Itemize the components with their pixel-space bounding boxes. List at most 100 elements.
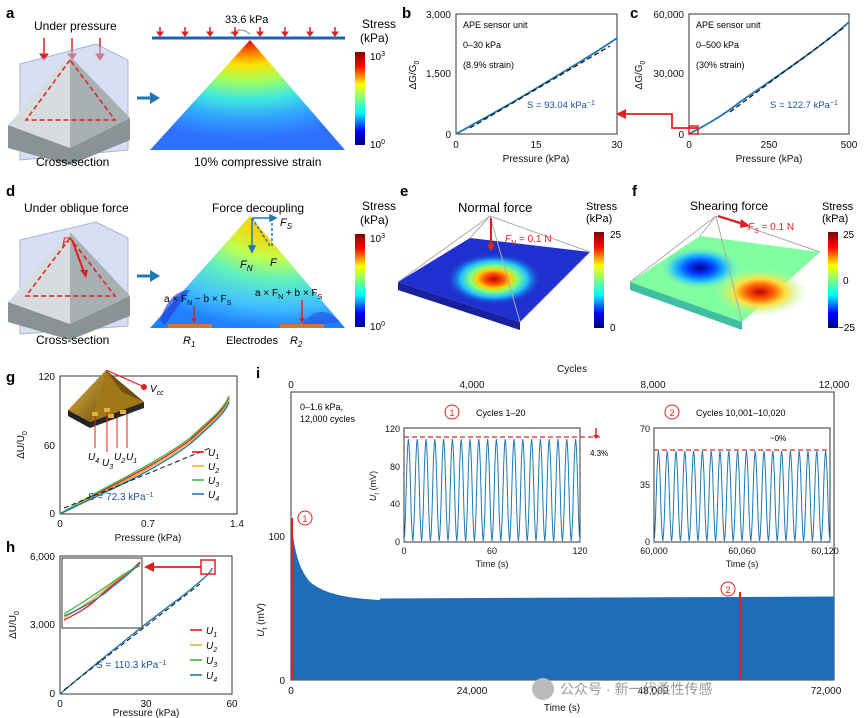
i-signal xyxy=(293,536,834,680)
svg-text:U2: U2 xyxy=(206,641,217,654)
arrows-a2 xyxy=(156,26,339,37)
i-info1: 0–1.6 kPa, xyxy=(300,402,343,412)
electrode-r2 xyxy=(280,324,324,328)
svg-text:U1: U1 xyxy=(208,448,219,461)
svg-text:4,000: 4,000 xyxy=(459,380,484,391)
svg-text:0: 0 xyxy=(288,380,294,391)
svg-text:0: 0 xyxy=(401,546,406,556)
panel-e-letter: e xyxy=(400,183,408,200)
blue-arrow-a xyxy=(137,92,160,104)
a-cb-top: 103 xyxy=(370,51,385,63)
stress-map-d xyxy=(150,216,345,328)
svg-text:35: 35 xyxy=(640,480,650,490)
panel-d-letter: d xyxy=(6,183,15,200)
svg-text:Time (s): Time (s) xyxy=(726,559,759,569)
svg-text:70: 70 xyxy=(640,424,650,434)
c-strain: (30% strain) xyxy=(696,60,745,70)
d-r2: R2 xyxy=(290,335,303,349)
zoom-link xyxy=(624,113,698,129)
i-cycles-label: Cycles xyxy=(557,364,587,375)
f-unit: (kPa) xyxy=(822,213,848,225)
svg-text:U1: U1 xyxy=(206,626,217,639)
svg-text:24,000: 24,000 xyxy=(457,686,488,697)
colorbar-a xyxy=(355,52,365,145)
h-slope: S = 110.3 kPa−1 xyxy=(96,660,166,671)
d-r1: R1 xyxy=(183,335,195,349)
g-chip xyxy=(68,369,147,452)
svg-text:Time (s): Time (s) xyxy=(476,559,509,569)
f-red-lobe xyxy=(714,268,806,316)
e-stress: Stress xyxy=(586,201,618,213)
f-title: Shearing force xyxy=(690,199,768,213)
a-stress-label: Stress xyxy=(362,17,396,31)
h-ylabel: ΔU/U0 xyxy=(8,611,21,639)
svg-text:120: 120 xyxy=(38,372,55,383)
svg-text:U4: U4 xyxy=(206,671,217,684)
svg-text:公众号 · 新一代柔性传感: 公众号 · 新一代柔性传感 xyxy=(560,681,712,697)
panel-i: i Cycles 0 4,000 8,000 12,000 1 2 0–1.6 … xyxy=(256,364,850,714)
svg-text:1,500: 1,500 xyxy=(426,69,451,80)
panel-b: b APE sensor unit 0–30 kPa (8.9% strain)… xyxy=(402,5,623,165)
svg-text:U3: U3 xyxy=(208,476,219,489)
d-unit-label: (kPa) xyxy=(360,213,389,227)
svg-text:~0%: ~0% xyxy=(770,434,786,443)
svg-text:0: 0 xyxy=(288,686,294,697)
colorbar-f xyxy=(828,232,838,328)
svg-text:2: 2 xyxy=(725,585,730,595)
svg-text:0: 0 xyxy=(843,276,849,287)
svg-text:12,000: 12,000 xyxy=(819,380,850,391)
svg-text:120: 120 xyxy=(572,546,587,556)
svg-text:250: 250 xyxy=(761,140,778,151)
d-stress-label: Stress xyxy=(362,199,396,213)
i-info2: 12,000 cycles xyxy=(300,414,356,424)
svg-text:3,000: 3,000 xyxy=(426,10,451,21)
c-slope: S = 122.7 kPa−1 xyxy=(770,100,838,111)
force-vectors-d xyxy=(247,213,278,254)
svg-text:15: 15 xyxy=(530,140,542,151)
i-ylabel: Ut (mV) xyxy=(256,603,269,637)
c-ylabel: ΔG/G0 xyxy=(634,60,647,89)
d-fs: FS xyxy=(280,217,293,231)
pyramid-d xyxy=(8,221,130,340)
c-range: 0–500 kPa xyxy=(696,40,739,50)
svg-text:6,000: 6,000 xyxy=(30,552,55,563)
svg-text:60,000: 60,000 xyxy=(640,546,668,556)
b-ylabel: ΔG/G0 xyxy=(408,60,421,89)
panel-g: g Vcc U4 U3 U2 U1 S = 72.3 kPa−1 U1 U xyxy=(6,369,244,544)
svg-text:500: 500 xyxy=(841,140,858,151)
svg-text:0: 0 xyxy=(57,699,63,710)
b-strain: (8.9% strain) xyxy=(463,60,514,70)
svg-text:2: 2 xyxy=(669,408,674,418)
svg-text:8,000: 8,000 xyxy=(640,380,665,391)
blue-arrow-d xyxy=(137,270,160,282)
panel-a-cross-section: Cross-section xyxy=(36,155,109,169)
e-fn: FN = 0.1 N xyxy=(505,234,551,247)
a-unit-label: (kPa) xyxy=(360,31,389,45)
svg-text:F: F xyxy=(62,235,70,249)
electrode-r1 xyxy=(168,324,212,328)
c-curve xyxy=(688,21,850,135)
svg-text:60: 60 xyxy=(487,546,497,556)
f-fs: FS = 0.1 N xyxy=(748,222,794,235)
panel-f-letter: f xyxy=(632,183,638,200)
e-unit: (kPa) xyxy=(586,213,612,225)
panel-h-letter: h xyxy=(6,539,15,556)
h-zoom-box xyxy=(200,559,216,575)
b-axes xyxy=(455,13,618,135)
svg-text:0: 0 xyxy=(49,689,55,700)
svg-text:0: 0 xyxy=(395,537,400,547)
d-fn: FN xyxy=(240,259,253,273)
panel-a-letter: a xyxy=(6,5,15,22)
panel-c-letter: c xyxy=(630,5,638,22)
svg-text:Cycles 1–20: Cycles 1–20 xyxy=(476,408,526,418)
g-xlabel: Pressure (kPa) xyxy=(115,533,182,544)
d-f: F xyxy=(270,257,278,269)
d-top-label: Under oblique force xyxy=(24,201,129,215)
d-eq-right: a × FN + b × FS xyxy=(255,288,323,301)
svg-text:0: 0 xyxy=(645,537,650,547)
g-vcc: Vcc xyxy=(150,384,164,397)
svg-text:30: 30 xyxy=(140,699,152,710)
svg-text:60,120: 60,120 xyxy=(811,546,839,556)
i-inset2: 2 Cycles 10,001–10,020 ~0% 0 35 70 60,00… xyxy=(640,404,839,569)
